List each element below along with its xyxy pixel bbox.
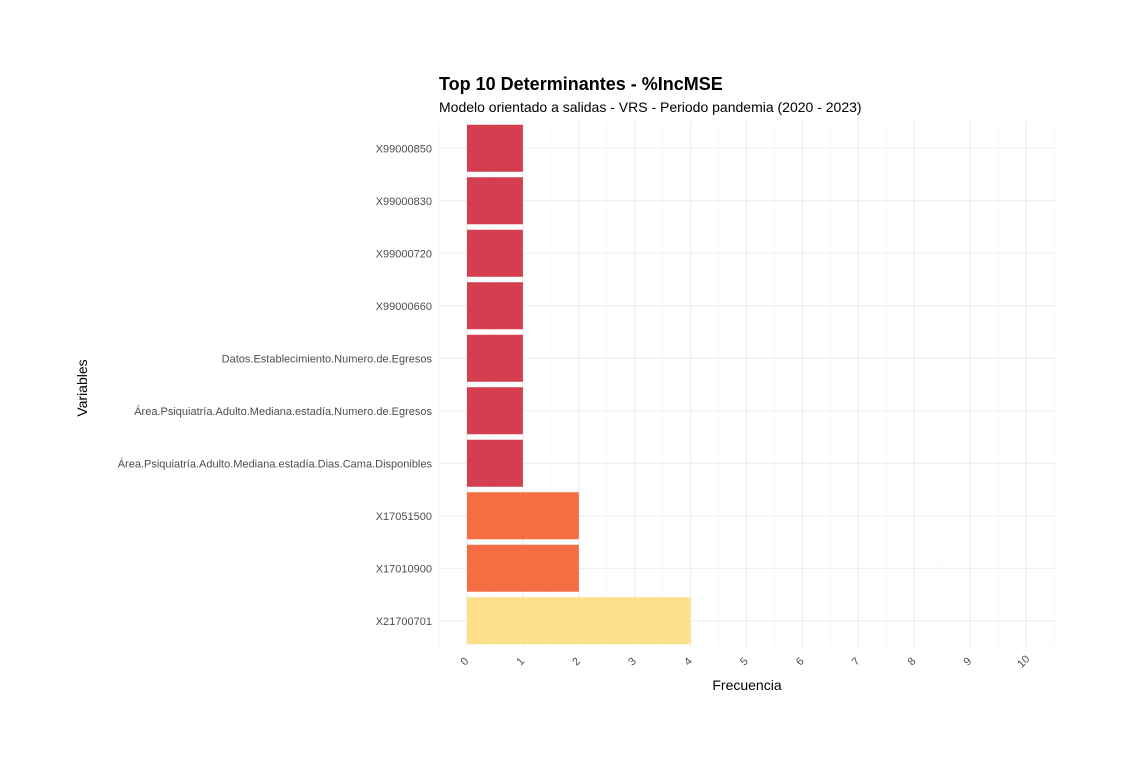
x-tick-label: 10 [1015,653,1032,670]
x-tick-label: 0 [458,655,471,668]
chart-title: Top 10 Determinantes - %IncMSE [439,74,723,94]
bar [467,439,523,487]
x-tick-label: 8 [906,655,919,668]
bar [467,597,691,645]
y-axis-tick-labels: X99000850 X99000830 X99000720 X99000660 Dato… [118,143,433,628]
x-tick-label: 1 [514,655,527,668]
x-tick-label: 4 [682,655,695,668]
x-tick-label: 5 [738,655,751,668]
y-tick-label: X99000850 [376,143,432,155]
y-tick-label: X99000660 [376,301,432,313]
chart-subtitle: Modelo orientado a salidas - VRS - Perio… [439,99,862,115]
bar [467,334,523,382]
y-tick-label: X17051500 [376,511,432,523]
bar [467,177,523,225]
x-tick-label: 6 [794,655,807,668]
y-tick-label: X21700701 [376,616,432,628]
y-tick-label: Datos.Establecimiento.Numero.de.Egresos [222,353,433,365]
y-tick-label: Área.Psiquiatría.Adulto.Mediana.estadía.… [134,405,432,418]
bar [467,282,523,330]
y-tick-label: Área.Psiquiatría.Adulto.Mediana.estadía.… [118,457,433,470]
bar [467,229,523,277]
x-axis-title: Frecuencia [712,677,781,693]
x-tick-label: 2 [570,655,583,668]
x-tick-label: 7 [850,655,863,668]
y-tick-label: X99000830 [376,196,432,208]
bar [467,387,523,435]
x-tick-label: 9 [962,655,975,668]
x-axis-tick-labels: 0 1 2 3 4 5 6 7 8 9 10 [458,653,1032,670]
y-tick-label: X99000720 [376,248,432,260]
y-axis-title: Variables [74,359,90,416]
bar [467,124,523,172]
bar [467,492,579,540]
x-tick-label: 3 [626,655,639,668]
bar [467,544,579,592]
bars [467,124,691,645]
y-tick-label: X17010900 [376,563,432,575]
